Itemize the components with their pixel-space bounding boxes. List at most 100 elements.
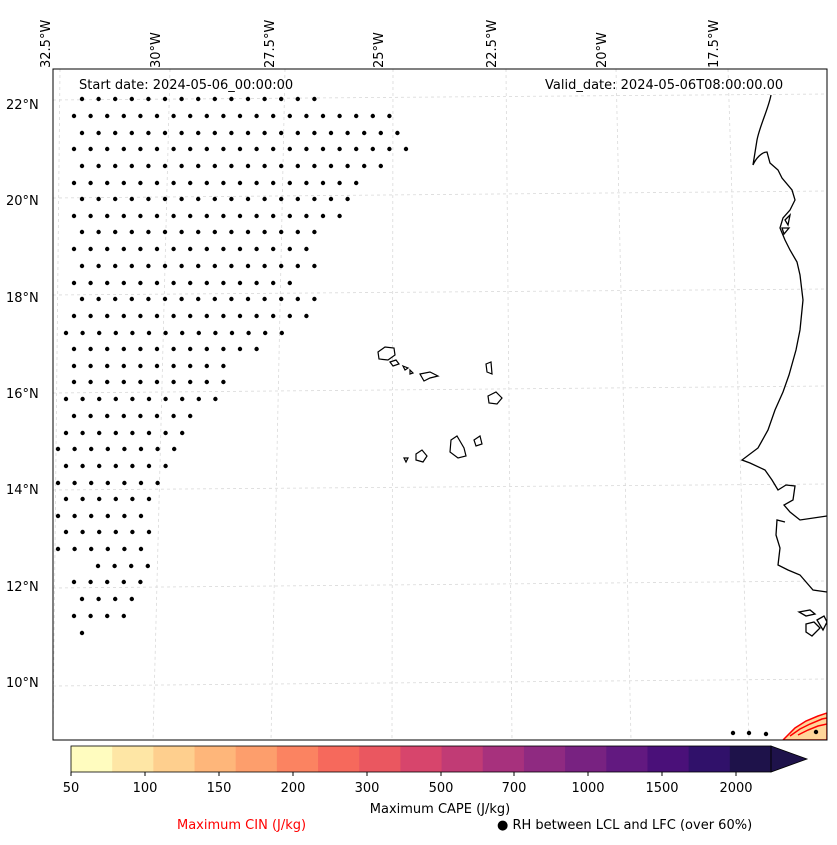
rh-dot (105, 579, 110, 585)
rh-dot (63, 529, 69, 535)
rh-dot (71, 313, 77, 319)
colorbar-segment (359, 746, 401, 772)
colorbar-segment (71, 746, 113, 772)
rh-dot (154, 313, 160, 319)
rh-dot (312, 229, 317, 235)
rh-dot (88, 346, 93, 352)
rh-dot (105, 346, 110, 352)
rh-dot (79, 96, 85, 102)
rh-dot (196, 396, 201, 402)
rh-dot (287, 313, 292, 319)
rh-dot (204, 213, 209, 219)
rh-dot (113, 430, 119, 436)
rh-dot (204, 313, 209, 319)
rh-dot (229, 163, 234, 169)
rh-dot (105, 413, 110, 419)
rh-dot (271, 213, 276, 219)
rh-dot (163, 330, 168, 336)
rh-dot (88, 213, 93, 219)
rh-dot (221, 280, 226, 286)
rh-dot (113, 229, 118, 235)
rh-dot (71, 113, 77, 119)
rh-dot (204, 363, 209, 369)
rh-dot (345, 163, 350, 169)
rh-dot (188, 113, 193, 119)
rh-dot (71, 246, 77, 252)
rh-dot (163, 396, 168, 402)
rh-dot (88, 180, 93, 186)
rh-dot (337, 146, 342, 152)
rh-dot (146, 330, 152, 336)
rh-dot (271, 246, 276, 252)
rh-dot (196, 229, 201, 235)
rh-dot (113, 396, 119, 402)
rh-dot (179, 96, 184, 102)
rh-dot (221, 313, 226, 319)
rh-dot (378, 130, 383, 136)
rh-dot (71, 146, 77, 152)
lat-label: 18°N (6, 291, 39, 306)
rh-dot (237, 346, 243, 352)
rh-dot (138, 246, 143, 252)
rh-dot (254, 346, 259, 352)
rh-dot (212, 296, 217, 302)
rh-dot (129, 130, 134, 136)
rh-dot (113, 296, 118, 302)
rh-dot (129, 596, 134, 602)
rh-dot (162, 163, 168, 169)
rh-dot (88, 379, 93, 385)
rh-dot (312, 163, 317, 169)
rh-dot (71, 213, 77, 219)
rh-dot (295, 96, 300, 102)
rh-dot (79, 163, 85, 169)
rh-dot (304, 113, 309, 119)
rh-dot (237, 113, 243, 119)
rh-dot (171, 146, 176, 152)
rh-dot (262, 130, 267, 136)
rh-dot (88, 146, 93, 152)
lat-label: 12°N (6, 580, 39, 595)
rh-dot (312, 263, 317, 269)
rh-dot (312, 296, 317, 302)
rh-dot (262, 96, 267, 102)
colorbar-segment (647, 746, 690, 772)
rh-dot (221, 379, 226, 385)
rh-dot (221, 246, 226, 252)
rh-dot (295, 296, 300, 302)
rh-dot (88, 579, 93, 585)
colorbar-tick: 2000 (719, 781, 753, 796)
rh-dot (154, 180, 160, 186)
rh-dot (204, 379, 209, 385)
rh-legend: ● RH between LCL and LFC (over 60%) (497, 818, 753, 833)
rh-dot (154, 280, 160, 286)
rh-dot (337, 180, 342, 186)
rh-dot (105, 246, 110, 252)
rh-dot (113, 596, 118, 602)
rh-dot (287, 180, 292, 186)
rh-dot (155, 480, 160, 486)
rh-dot (80, 496, 85, 502)
coastline (740, 94, 827, 637)
rh-dot (179, 196, 184, 202)
rh-dot (130, 430, 135, 436)
colorbar-segment (688, 746, 731, 772)
rh-dot (113, 263, 118, 269)
rh-dot (162, 196, 168, 202)
lat-label: 16°N (6, 387, 39, 402)
rh-dot (196, 163, 201, 169)
rh-dot (237, 246, 243, 252)
cape-colorbar (70, 745, 809, 776)
rh-dot (129, 196, 134, 202)
rh-dot (337, 113, 342, 119)
valid-date-label: Valid_date: 2024-05-06T08:00:00.00 (545, 78, 784, 93)
rh-dot (188, 280, 193, 286)
rh-dot (113, 96, 118, 102)
rh-dot (122, 446, 127, 452)
rh-dot (162, 130, 168, 136)
rh-dot (271, 313, 276, 319)
rh-dot (55, 546, 61, 552)
rh-dot (262, 229, 267, 235)
cin-contours (730, 712, 827, 740)
rh-dot (121, 280, 127, 286)
